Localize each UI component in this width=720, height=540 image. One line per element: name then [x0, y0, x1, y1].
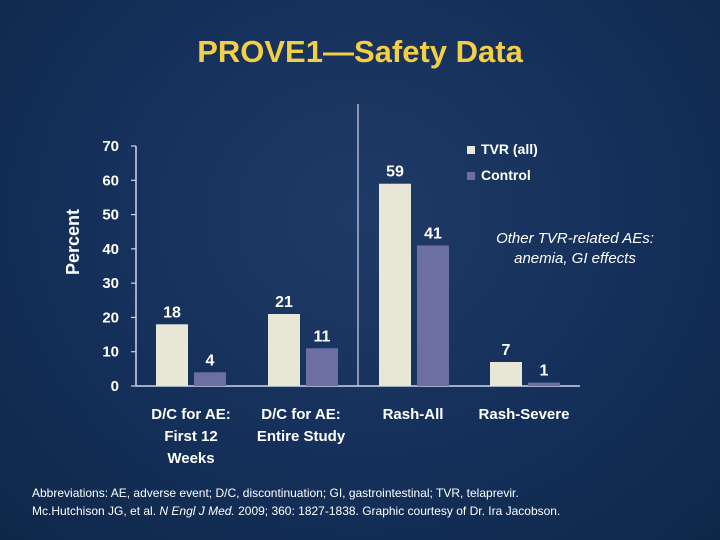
citation-authors: Mc.Hutchison JG, et al.	[32, 504, 160, 518]
category-label: Rash-All	[383, 406, 444, 423]
bar-control-3	[528, 382, 560, 386]
legend-label-control: Control	[481, 167, 531, 183]
bar-tvr-2	[379, 183, 411, 386]
y-tick-label: 50	[102, 207, 119, 224]
y-axis-ticks: 0 10 20 30 40 50 60 70	[102, 138, 136, 395]
category-labels: D/C for AE: First 12 Weeks D/C for AE: Entir…	[151, 406, 569, 467]
value-label: 4	[206, 352, 215, 369]
abbreviations-text: Abbreviations: AE, adverse event; D/C, d…	[32, 486, 519, 500]
legend-swatch-control	[467, 172, 475, 180]
chart-bars	[156, 183, 560, 386]
value-label: 7	[502, 342, 511, 359]
legend-swatch-tvr	[467, 146, 475, 154]
other-aes-note: Other TVR-related AEs: anemia, GI effect…	[466, 229, 684, 269]
y-tick-label: 0	[111, 378, 119, 395]
category-label: Entire Study	[257, 428, 346, 445]
bar-tvr-0	[156, 324, 188, 386]
citation-journal: N Engl J Med.	[159, 504, 235, 518]
value-label: 59	[386, 164, 404, 181]
y-tick-label: 20	[102, 309, 119, 326]
value-label: 11	[314, 328, 331, 345]
category-label: First 12	[164, 428, 217, 445]
value-label: 18	[163, 304, 181, 321]
bar-tvr-3	[490, 362, 522, 386]
legend-label-tvr: TVR (all)	[481, 141, 538, 157]
y-tick-label: 70	[102, 138, 119, 155]
category-label: D/C for AE:	[261, 406, 340, 423]
chart-legend: TVR (all) Control	[467, 141, 538, 183]
y-tick-label: 60	[102, 172, 119, 189]
category-label: Weeks	[167, 450, 214, 467]
value-label: 21	[275, 294, 293, 311]
slide-title: PROVE1—Safety Data	[197, 34, 523, 69]
y-tick-label: 10	[102, 344, 119, 361]
citation-text: Mc.Hutchison JG, et al. N Engl J Med. 20…	[32, 502, 692, 520]
category-label: D/C for AE:	[151, 406, 230, 423]
bar-control-1	[306, 348, 338, 386]
bar-tvr-1	[268, 314, 300, 386]
slide-footer: Abbreviations: AE, adverse event; D/C, d…	[32, 484, 692, 520]
citation-rest: 2009; 360: 1827-1838. Graphic courtesy o…	[234, 504, 561, 518]
value-label: 1	[540, 363, 549, 380]
note-line-2: anemia, GI effects	[514, 250, 636, 267]
bar-control-0	[194, 372, 226, 386]
category-label: Rash-Severe	[479, 406, 570, 423]
value-label: 41	[424, 225, 442, 242]
y-tick-label: 30	[102, 275, 119, 292]
y-tick-label: 40	[102, 241, 119, 258]
bar-control-2	[417, 245, 449, 386]
note-line-1: Other TVR-related AEs:	[496, 230, 654, 247]
y-axis-title: Percent	[63, 209, 83, 275]
